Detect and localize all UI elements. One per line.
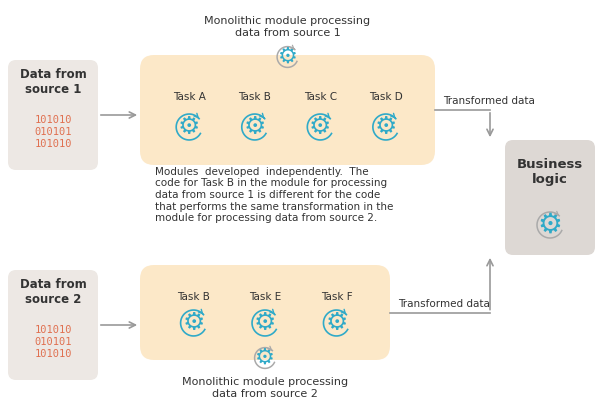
Text: Business
logic: Business logic [517, 158, 583, 186]
Text: ⚙: ⚙ [277, 47, 297, 67]
Text: ⚙: ⚙ [182, 311, 205, 335]
Text: ⚙: ⚙ [309, 115, 331, 139]
Text: ⚙: ⚙ [325, 311, 348, 335]
Text: Task D: Task D [369, 92, 402, 102]
FancyBboxPatch shape [140, 55, 435, 165]
Text: ⚙: ⚙ [178, 115, 200, 139]
Text: 101010
010101
101010: 101010 010101 101010 [34, 325, 72, 359]
Text: ⚙: ⚙ [375, 115, 397, 139]
Text: Modules  developed  independently.  The
code for Task B in the module for proces: Modules developed independently. The cod… [155, 167, 393, 223]
Text: Monolithic module processing
data from source 1: Monolithic module processing data from s… [205, 16, 370, 38]
Text: 101010
010101
101010: 101010 010101 101010 [34, 115, 72, 149]
FancyBboxPatch shape [8, 60, 98, 170]
Text: Data from
source 1: Data from source 1 [19, 68, 86, 96]
Text: Monolithic module processing
data from source 2: Monolithic module processing data from s… [182, 377, 348, 399]
Text: ⚙: ⚙ [243, 115, 266, 139]
Text: ⚙: ⚙ [538, 211, 563, 239]
Text: Task E: Task E [249, 292, 281, 302]
Text: Task C: Task C [304, 92, 337, 102]
Text: ⚙: ⚙ [254, 311, 276, 335]
Text: Task A: Task A [173, 92, 206, 102]
Text: Task B: Task B [239, 92, 271, 102]
FancyBboxPatch shape [8, 270, 98, 380]
Text: Task F: Task F [320, 292, 352, 302]
FancyBboxPatch shape [505, 140, 595, 255]
Text: Data from
source 2: Data from source 2 [19, 278, 86, 306]
Text: ⚙: ⚙ [255, 348, 275, 368]
Text: Task B: Task B [177, 292, 210, 302]
FancyBboxPatch shape [140, 265, 390, 360]
Text: Transformed data: Transformed data [443, 96, 535, 106]
Text: Transformed data: Transformed data [398, 298, 490, 308]
